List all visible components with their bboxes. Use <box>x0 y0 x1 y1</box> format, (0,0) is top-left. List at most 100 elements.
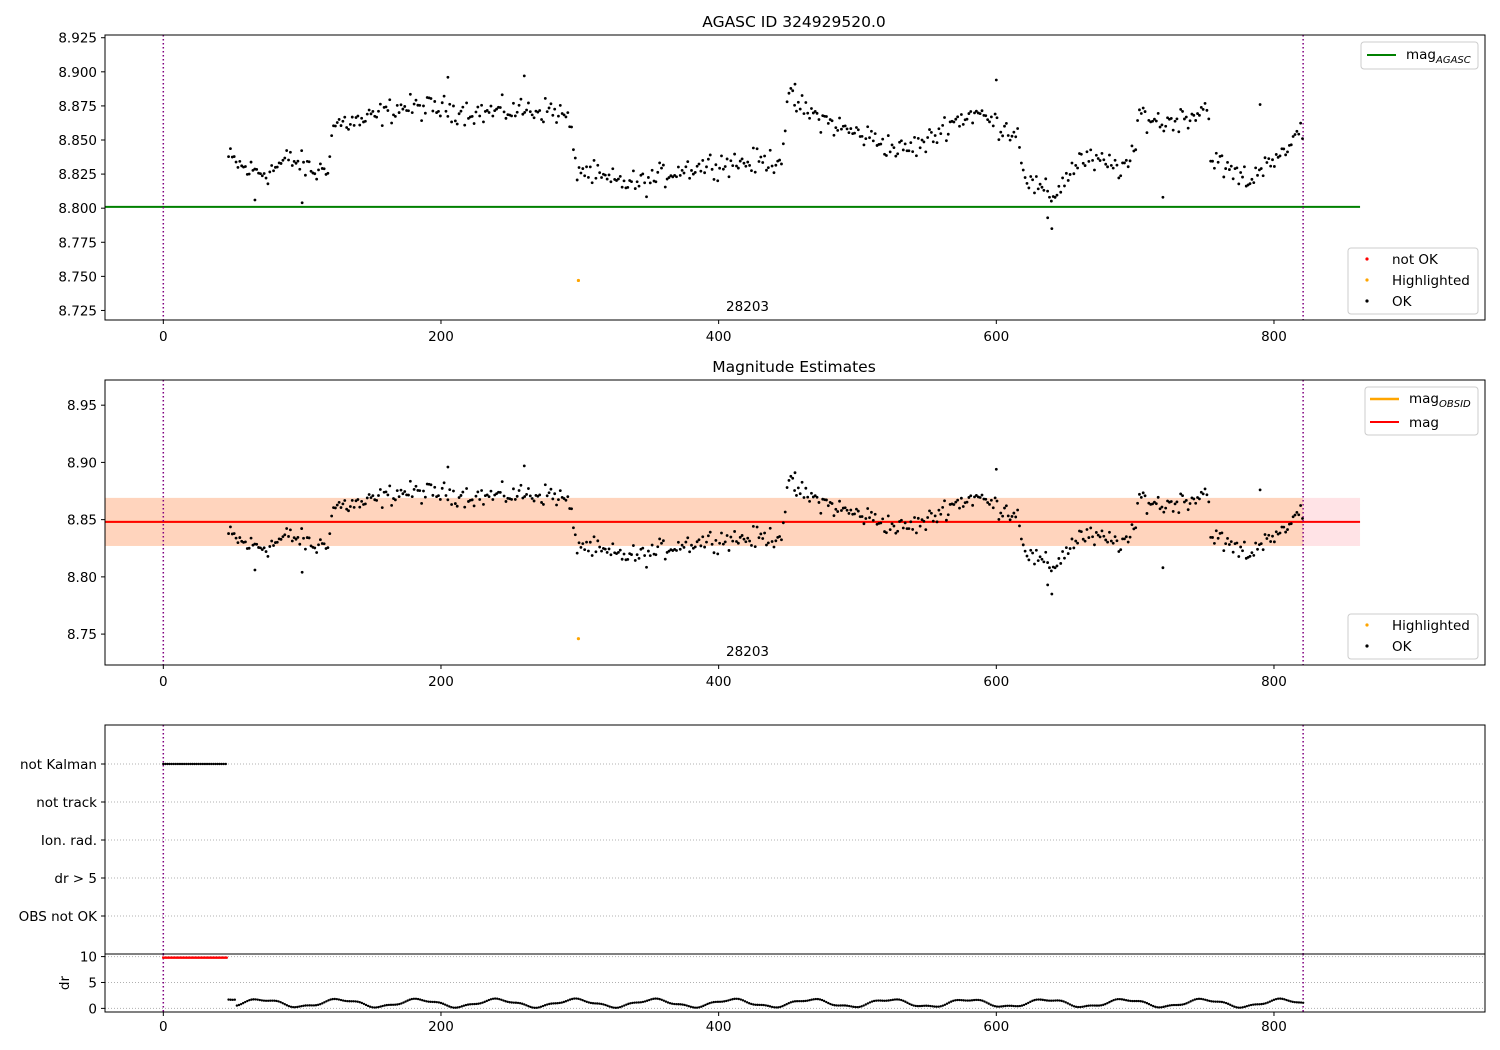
highlighted-point <box>576 278 581 283</box>
dr-point <box>1035 998 1038 1001</box>
ok-point <box>708 530 712 534</box>
ok-point <box>806 111 810 115</box>
ok-point <box>244 165 247 168</box>
dr-point <box>458 1005 461 1009</box>
ok-point <box>234 536 238 540</box>
ok-point <box>1196 112 1199 115</box>
ok-point <box>810 491 813 495</box>
ok-point <box>1016 127 1020 130</box>
flag-point <box>189 762 192 766</box>
dr-point <box>327 999 330 1002</box>
dr-point <box>906 1001 909 1005</box>
dr-point <box>1095 1004 1099 1007</box>
ok-point <box>800 94 804 97</box>
dr-point <box>271 999 274 1002</box>
ok-point <box>285 527 289 530</box>
ok-point <box>1053 566 1057 570</box>
dr-point <box>1006 1004 1009 1008</box>
dr-point <box>466 1003 470 1006</box>
legend-ok-label: OK <box>1392 294 1413 310</box>
ok-point <box>272 169 275 173</box>
dr-point <box>1045 999 1049 1002</box>
ok-point <box>915 531 918 535</box>
x-tick-label: 400 <box>706 329 732 345</box>
ok-point <box>1248 182 1252 186</box>
ok-point <box>399 488 403 492</box>
dr-point <box>868 1001 872 1004</box>
legend-ok-marker <box>1365 299 1369 303</box>
ok-point <box>1186 126 1190 130</box>
dr-point <box>1126 999 1130 1002</box>
dr-point <box>1176 1003 1180 1007</box>
legend-highlighted-marker <box>1365 623 1369 627</box>
panel-agasc-axes: 0 200 400 600 8008.7258.7508.7758.8008.8258.… <box>58 31 1287 345</box>
ok-point <box>847 131 851 134</box>
flag-point <box>203 762 207 766</box>
ok-point <box>637 556 641 560</box>
ok-point <box>309 169 313 173</box>
dr-point <box>939 1005 942 1008</box>
ok-point <box>296 159 300 163</box>
ok-point <box>287 535 290 538</box>
dr-point <box>464 1003 468 1007</box>
dr-point <box>541 1004 545 1008</box>
ok-point <box>1291 135 1295 138</box>
ok-point <box>836 510 840 513</box>
ok-point <box>249 536 253 540</box>
ok-point <box>1141 491 1145 495</box>
dr-point <box>860 1005 863 1008</box>
dr-point <box>471 1002 474 1006</box>
ok-point <box>783 510 787 514</box>
ok-point <box>984 114 988 118</box>
ok-point <box>765 168 768 172</box>
ok-point <box>1254 166 1258 170</box>
ok-point <box>993 496 997 500</box>
legend-magnitude-bottom: Highlighted OK <box>1347 613 1479 660</box>
ok-point <box>478 498 482 501</box>
dr-point <box>937 1005 940 1008</box>
ok-point <box>819 511 823 515</box>
flag-point <box>191 762 194 766</box>
ok-point <box>826 121 830 125</box>
ok-point <box>1023 549 1027 553</box>
ok-point <box>1169 500 1173 503</box>
ok-point <box>1203 487 1207 491</box>
ok-point <box>1271 158 1274 162</box>
dr-point <box>1008 1004 1011 1007</box>
ok-point <box>1006 514 1010 518</box>
ok-point <box>630 180 633 184</box>
ok-point <box>1108 530 1111 534</box>
dr-point <box>1243 1005 1247 1009</box>
panel-agasc-obs-boundaries <box>162 35 1304 320</box>
dr-point <box>933 1005 936 1008</box>
ok-point <box>785 486 789 489</box>
ok-point <box>232 155 236 158</box>
ok-point <box>512 487 515 491</box>
ok-point <box>750 543 753 547</box>
ok-point <box>573 533 577 537</box>
dr-point <box>852 1005 855 1009</box>
ok-point <box>843 124 847 128</box>
ok-point <box>262 172 266 175</box>
ok-point <box>605 177 609 181</box>
ok-point <box>943 116 946 119</box>
panel-flags-points <box>162 762 227 766</box>
ok-point <box>1074 164 1078 167</box>
ok-point <box>603 173 607 177</box>
dr-point <box>1285 998 1288 1002</box>
ok-point <box>1079 152 1083 156</box>
ok-point <box>637 184 641 188</box>
ok-point <box>259 546 262 550</box>
dr-point <box>885 999 888 1002</box>
ok-point <box>896 529 900 533</box>
ok-point <box>238 536 242 539</box>
legend-mag-label: mag <box>1409 415 1439 431</box>
ok-point <box>412 488 416 491</box>
ok-point <box>298 167 302 171</box>
dr-point <box>814 997 818 1001</box>
ok-point <box>322 542 326 546</box>
ok-point <box>1203 101 1207 105</box>
dr-point <box>246 999 249 1003</box>
ok-point <box>1192 497 1196 501</box>
dr-point <box>491 997 495 1000</box>
